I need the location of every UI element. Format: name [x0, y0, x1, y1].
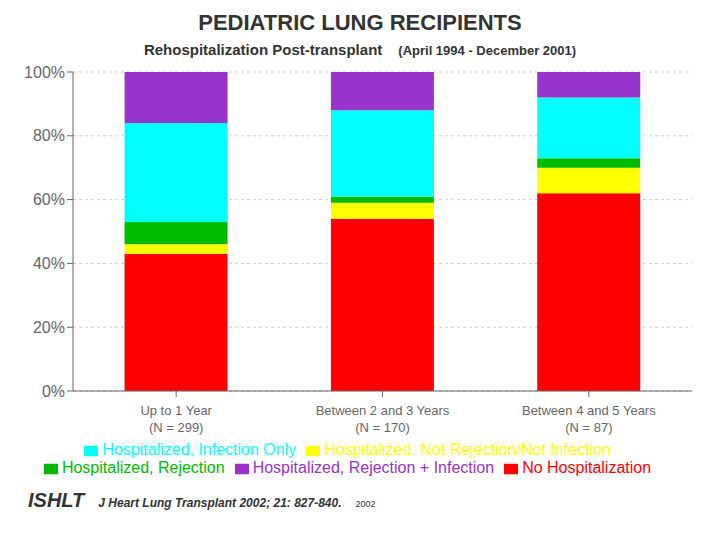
- html-text:Hospitalized, Infection Only: Hospitalized, Infection Only: [102, 441, 297, 458]
- svg-text:40%: 40%: [33, 255, 65, 272]
- html-text:2002: 2002: [355, 499, 376, 509]
- svg-text:100%: 100%: [24, 64, 65, 81]
- html-text:Rehospitalization Post-transpl: Rehospitalization Post-transplant: [143, 41, 383, 58]
- svg-text:20%: 20%: [33, 319, 65, 336]
- html-text:Hospitalized, Rejection + Infe: Hospitalized, Rejection + Infection: [252, 459, 495, 476]
- html-text:PEDIATRIC LUNG RECIPIENTS: PEDIATRIC LUNG RECIPIENTS: [198, 10, 522, 35]
- svg-text:80%: 80%: [33, 127, 65, 144]
- html-text:Hospitalized, Rejection: Hospitalized, Rejection: [61, 459, 225, 476]
- html-text:(April 1994 - December 2001): (April 1994 - December 2001): [398, 43, 577, 58]
- html-text:J Heart Lung Transplant 2002;: J Heart Lung Transplant 2002; 21: 827-84…: [98, 496, 342, 510]
- svg-text:0%: 0%: [42, 383, 65, 400]
- html-text:Hospitalized, Not Rejection/No: Hospitalized, Not Rejection/Not Infectio…: [324, 441, 611, 458]
- svg-text:Between 2 and 3 Years(N = 170): Between 2 and 3 Years(N = 170): [316, 403, 450, 435]
- html-text:ISHLT: ISHLT: [28, 489, 85, 511]
- svg-text:Up to 1 Year(N = 299): Up to 1 Year(N = 299): [140, 403, 212, 435]
- html-text:No Hospitalization: No Hospitalization: [522, 459, 652, 476]
- svg-text:Between 4 and 5 Years(N = 87): Between 4 and 5 Years(N = 87): [522, 403, 656, 435]
- svg-text:60%: 60%: [33, 191, 65, 208]
